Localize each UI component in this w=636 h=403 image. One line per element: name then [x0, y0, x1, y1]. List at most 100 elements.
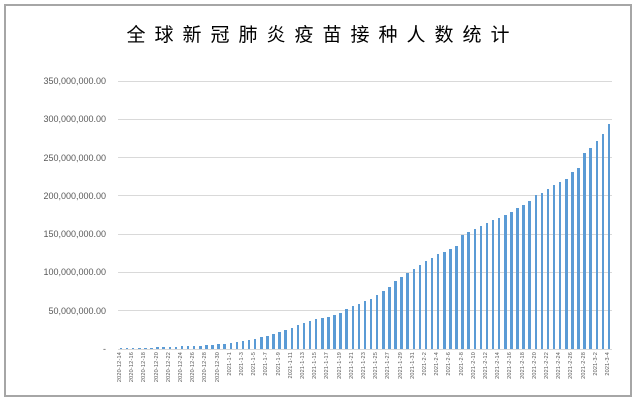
bar — [528, 200, 531, 349]
bar — [199, 345, 202, 349]
x-axis-tick-label: 2021-1-3 — [239, 352, 246, 376]
bar — [485, 222, 489, 349]
bar — [546, 189, 550, 349]
bar — [138, 348, 141, 349]
bar — [272, 333, 275, 349]
bar — [144, 347, 147, 349]
bar — [388, 286, 391, 349]
gridline — [118, 118, 612, 120]
x-axis-tick-label: 2020-12-24 — [178, 352, 185, 383]
x-axis-tick-label: 2021-2-28 — [580, 352, 587, 379]
bar — [174, 346, 178, 349]
bar — [449, 248, 452, 349]
x-axis-tick-label: 2021-2-12 — [482, 352, 489, 379]
x-axis-tick-label: 2020-12-30 — [214, 352, 221, 383]
bar — [357, 304, 361, 349]
bar — [363, 301, 367, 349]
bar — [382, 291, 385, 349]
bar — [308, 320, 312, 349]
bar — [284, 329, 287, 349]
y-axis-tick-label: 300,000,000.00 — [43, 114, 106, 125]
bar — [467, 232, 470, 349]
x-axis-tick-label: 2021-3-2 — [592, 352, 599, 376]
x-axis-tick-label: 2021-1-17 — [324, 352, 331, 379]
bar — [260, 337, 263, 349]
bar — [351, 306, 355, 349]
bar — [131, 348, 135, 349]
x-axis-tick-label: 2020-12-14 — [117, 352, 124, 383]
bar — [461, 235, 464, 349]
bar — [119, 348, 123, 349]
x-axis-tick-label: 2021-1-9 — [275, 352, 282, 376]
bar — [443, 251, 446, 349]
gridline — [118, 233, 612, 235]
x-axis-tick-label: 2020-12-16 — [129, 352, 136, 383]
x-axis-tick-label: 2021-1-5 — [251, 352, 258, 376]
x-axis-tick-label: 2021-1-11 — [287, 352, 294, 379]
bar — [601, 134, 605, 349]
x-axis-tick-label: 2021-2-18 — [519, 352, 526, 379]
bar — [241, 341, 245, 349]
bar — [186, 346, 190, 349]
x-axis-tick-label: 2021-1-23 — [361, 352, 367, 379]
x-axis-tick-label: 2021-2-8 — [458, 352, 465, 376]
x-axis-tick-label: 2021-2-22 — [543, 352, 550, 379]
bar — [430, 257, 434, 349]
bar — [156, 347, 159, 349]
x-axis-tick-label: 2021-1-27 — [385, 352, 392, 379]
x-axis-tick-label: 2021-1-21 — [348, 352, 355, 379]
bar — [552, 185, 556, 349]
x-axis-tick-label: 2021-1-13 — [300, 352, 306, 379]
x-axis-tick-label: 2021-1-31 — [409, 352, 416, 379]
bar — [290, 327, 294, 349]
bar — [168, 346, 172, 349]
bar — [302, 322, 306, 349]
bar — [479, 225, 483, 349]
bar — [345, 308, 348, 349]
y-axis-tick-label: 200,000,000.00 — [43, 190, 106, 201]
y-axis-tick-label: 50,000,000.00 — [48, 305, 106, 316]
bar — [339, 312, 342, 349]
bar — [589, 147, 592, 349]
bar — [577, 168, 580, 349]
x-axis-tick-label: 2021-2-24 — [556, 352, 563, 379]
bar — [394, 281, 397, 349]
bar — [522, 204, 525, 349]
x-axis-tick-label: 2021-2-2 — [421, 352, 428, 376]
bar — [369, 298, 373, 349]
bar — [400, 276, 403, 349]
bar — [327, 316, 330, 349]
y-axis-tick-label: 250,000,000.00 — [43, 152, 106, 163]
bar — [375, 295, 379, 349]
bar — [571, 172, 574, 349]
bar — [150, 347, 153, 349]
x-axis-tick-label: 2020-12-28 — [202, 352, 209, 383]
x-axis-tick-label: 2020-12-18 — [141, 352, 148, 383]
x-axis-tick-label: 2021-2-4 — [434, 352, 441, 376]
bar — [211, 344, 214, 349]
bar — [607, 124, 611, 349]
x-axis-tick-label: 2021-1-25 — [373, 352, 380, 379]
bar — [583, 153, 586, 349]
chart-title: 全球新冠肺炎疫苗接种人数统计 — [126, 25, 519, 46]
bar — [497, 217, 501, 349]
bar — [565, 178, 568, 349]
bar — [516, 208, 519, 349]
bar — [412, 269, 416, 349]
bar — [205, 345, 208, 349]
bar — [321, 317, 324, 349]
y-axis-tick-label: 350,000,000.00 — [43, 76, 106, 86]
bar — [534, 195, 537, 349]
chart-border — [4, 4, 632, 397]
bar — [235, 342, 239, 349]
bar — [333, 315, 336, 349]
bar — [266, 335, 269, 349]
x-axis-tick-label: 2020-12-26 — [190, 352, 197, 383]
x-axis-tick-label: 2021-1-1 — [226, 352, 233, 376]
bar — [217, 344, 220, 349]
bar — [455, 245, 458, 349]
x-axis-tick-label: 2021-2-26 — [568, 352, 575, 379]
bar — [418, 265, 422, 349]
x-axis-tick-label: 2021-1-15 — [312, 352, 319, 379]
